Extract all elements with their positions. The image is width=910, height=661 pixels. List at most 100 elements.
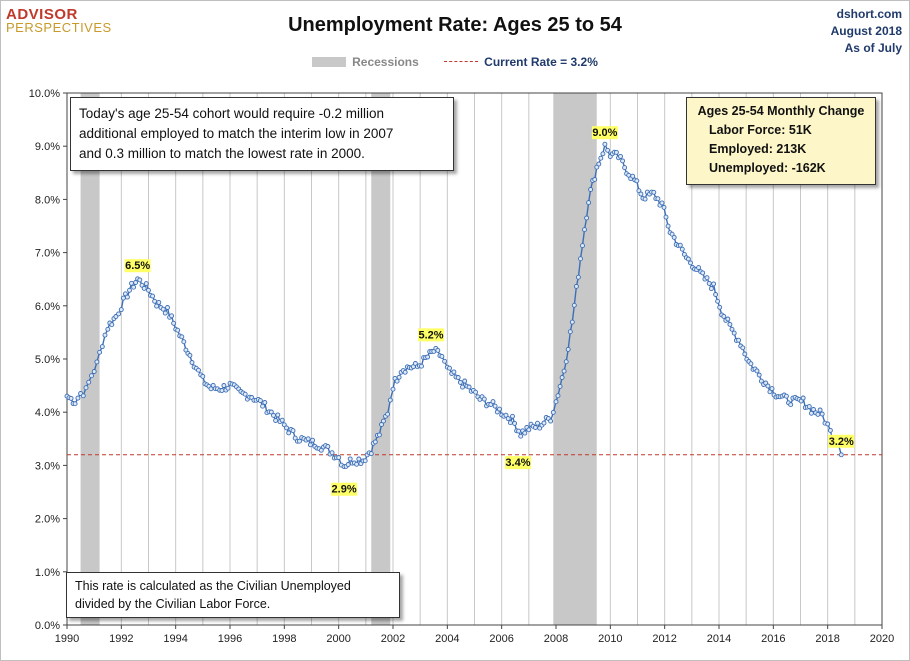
data-point [89, 373, 94, 379]
data-point [141, 285, 147, 291]
data-point [127, 287, 132, 293]
data-point [179, 334, 185, 340]
data-point [586, 200, 592, 206]
legend-recessions: Recessions [352, 54, 419, 69]
x-tick-label: 2006 [489, 633, 513, 645]
data-point [559, 375, 565, 380]
x-tick-label: 1998 [272, 633, 296, 645]
data-point [550, 409, 556, 415]
data-point [133, 280, 139, 285]
source-asof: As of July [844, 41, 902, 55]
data-point [571, 302, 577, 308]
data-point [345, 462, 351, 467]
data-point [262, 400, 268, 405]
data-point [512, 420, 518, 426]
data-point [156, 299, 162, 305]
data-point [284, 425, 289, 431]
data-point [362, 458, 368, 464]
data-point [756, 372, 762, 378]
data-point [72, 401, 78, 407]
data-point [696, 265, 702, 271]
data-point [715, 298, 721, 304]
data-point [196, 367, 201, 373]
data-point [466, 384, 472, 390]
y-tick-label: 6.0% [35, 301, 60, 313]
x-tick-label: 2004 [435, 633, 459, 645]
data-point [634, 178, 640, 184]
data-point [642, 196, 648, 202]
series-line [66, 141, 842, 468]
data-point [292, 435, 298, 441]
x-tick-label: 2016 [761, 633, 785, 645]
data-point [442, 358, 448, 364]
data-point [553, 399, 559, 405]
data-point [516, 428, 522, 434]
y-tick-label: 8.0% [35, 194, 60, 206]
data-point [706, 280, 712, 286]
data-point [297, 438, 302, 444]
data-point [455, 375, 461, 380]
data-point [827, 427, 833, 433]
data-point [347, 456, 353, 462]
data-point [210, 382, 216, 388]
cohort-note-line: Today's age 25-54 cohort would require -… [79, 106, 384, 121]
data-point [275, 412, 281, 418]
data-point [200, 373, 206, 379]
source-info: dshort.com August 2018 As of July [831, 6, 902, 57]
data-point [181, 339, 187, 345]
data-point [116, 311, 122, 317]
data-point [561, 368, 567, 374]
data-point [439, 353, 445, 359]
advisor-perspectives-logo: ADVISOR PERSPECTIVES [6, 6, 112, 35]
data-point [129, 280, 134, 286]
data-point [286, 430, 292, 436]
annotation-label: 3.4% [505, 457, 530, 469]
x-tick-label: 2000 [326, 633, 350, 645]
data-point [260, 403, 266, 409]
data-point [548, 418, 554, 424]
annotation-label: 6.5% [125, 260, 150, 272]
legend-recession-swatch [312, 56, 347, 67]
data-point [754, 368, 760, 374]
annotation-bg [418, 328, 445, 342]
data-point [165, 305, 170, 310]
data-point [189, 360, 195, 365]
data-point [381, 418, 386, 424]
chart-title: Unemployment Rate: Ages 25 to 54 [288, 14, 622, 36]
x-tick-label: 2018 [815, 633, 839, 645]
data-point [510, 413, 515, 419]
data-point [109, 322, 115, 328]
y-tick-label: 4.0% [35, 407, 60, 419]
data-point [713, 292, 719, 297]
data-point [729, 326, 735, 332]
data-point [490, 399, 496, 405]
annotation-bg [124, 259, 151, 273]
data-point [613, 149, 619, 155]
data-point [91, 369, 97, 374]
data-point [565, 346, 571, 352]
data-point [75, 395, 81, 401]
y-tick-label: 5.0% [35, 354, 60, 366]
source-site: dshort.com [836, 7, 902, 21]
annotation-bg [591, 126, 618, 140]
data-point [387, 397, 393, 403]
data-point [598, 155, 604, 161]
data-point [305, 436, 311, 442]
data-point [376, 432, 382, 438]
data-point [704, 275, 710, 281]
y-tick-label: 10.0% [29, 88, 60, 100]
data-point [655, 196, 661, 202]
annotation-bg [504, 456, 531, 470]
data-point [143, 281, 149, 287]
data-point [290, 428, 296, 434]
data-point [268, 409, 274, 415]
data-point [102, 332, 108, 338]
data-point [578, 256, 583, 262]
data-point [368, 451, 374, 457]
data-point [396, 374, 402, 380]
data-point [596, 161, 602, 167]
data-point [160, 306, 166, 312]
data-point [451, 369, 457, 375]
data-point [154, 303, 160, 309]
data-point [592, 177, 598, 182]
